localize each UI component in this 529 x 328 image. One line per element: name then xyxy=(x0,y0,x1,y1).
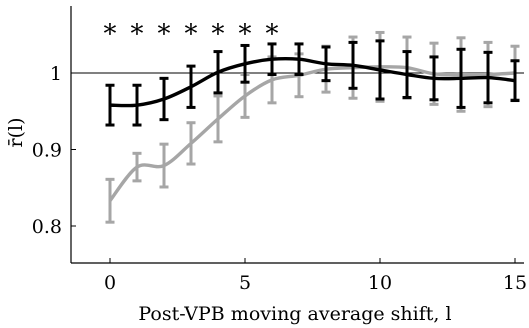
x-tick-label: 0 xyxy=(104,272,116,294)
series-line xyxy=(109,56,516,108)
significance-marker: ∗ xyxy=(263,14,281,44)
series-line xyxy=(108,65,516,202)
significance-marker: ∗ xyxy=(155,14,173,44)
y-tick-label: 0.9 xyxy=(32,140,62,162)
plot-area xyxy=(71,30,524,224)
x-axis-label: Post-VPB moving average shift, l xyxy=(138,303,451,325)
x-tick-label: 10 xyxy=(368,272,392,294)
series-black xyxy=(105,39,520,127)
x-tick-label: 15 xyxy=(503,272,527,294)
axes: 0.80.910 5 10 15 xyxy=(32,6,527,294)
significance-marker: ∗ xyxy=(209,14,227,44)
significance-marker: ∗ xyxy=(182,14,200,44)
significance-markers: ∗ ∗ ∗ ∗ ∗ ∗ ∗ xyxy=(101,14,281,44)
axis-labels: Post-VPB moving average shift, l r̄(l) xyxy=(5,118,452,325)
significance-marker: ∗ xyxy=(128,14,146,44)
significance-marker: ∗ xyxy=(101,14,119,44)
significance-marker: ∗ xyxy=(236,14,254,44)
y-tick-label: 0.8 xyxy=(32,216,62,238)
x-tick-label: 5 xyxy=(239,272,251,294)
y-axis-label: r̄(l) xyxy=(5,118,27,148)
y-tick-label: 1 xyxy=(50,63,62,85)
